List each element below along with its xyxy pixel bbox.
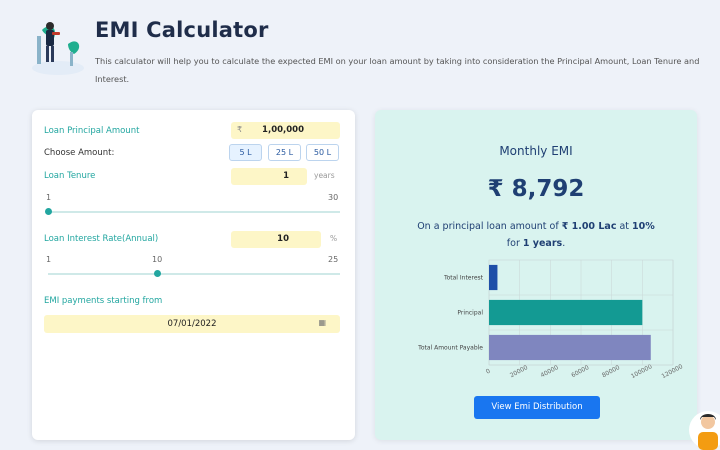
emi-summary-text: On a principal loan amount of ₹ 1.00 Lac… — [395, 218, 677, 252]
page-header: EMI Calculator This calculator will help… — [0, 0, 720, 100]
emi-start-date-input[interactable]: 07/01/2022 ▦ — [44, 315, 340, 333]
principal-amount-value: 1,00,000 — [262, 125, 304, 135]
summary-end: . — [562, 238, 566, 249]
tenure-unit: years — [314, 171, 335, 180]
y-category-label: Total Amount Payable — [417, 345, 483, 352]
x-tick-label: 100000 — [630, 363, 654, 380]
interest-label: Loan Interest Rate(Annual) — [44, 234, 159, 244]
interest-value: 10 — [277, 234, 289, 244]
summary-for: for — [506, 238, 523, 249]
tenure-slider-thumb[interactable] — [44, 208, 52, 215]
x-tick-label: 80000 — [601, 364, 621, 379]
summary-rate: 10% — [632, 221, 655, 232]
view-emi-distribution-button[interactable]: View Emi Distribution — [474, 396, 600, 419]
rupee-symbol: ₹ — [237, 125, 243, 134]
x-tick-label: 60000 — [570, 364, 590, 379]
x-tick-label: 40000 — [540, 364, 560, 379]
interest-slider-track[interactable] — [48, 273, 340, 275]
y-category-label: Principal — [457, 310, 483, 317]
amount-25l-button[interactable]: 25 L — [268, 144, 301, 161]
summary-at: at — [616, 221, 633, 232]
principal-label: Loan Principal Amount — [44, 126, 140, 136]
tenure-min-tick: 1 — [46, 193, 52, 202]
page-title: EMI Calculator — [95, 18, 269, 42]
x-tick-label: 0 — [485, 368, 492, 376]
interest-max-tick: 25 — [328, 255, 339, 264]
loan-input-card — [32, 110, 355, 440]
chart-bar — [489, 299, 643, 326]
interest-input[interactable]: 10 — [231, 231, 321, 248]
chart-bar — [489, 334, 651, 361]
tenure-max-tick: 30 — [328, 193, 339, 202]
emi-distribution-chart: 0 20000 40000 60000 80000 100000 120000 Total I… — [417, 259, 685, 380]
y-category-label: Total Interest — [443, 275, 484, 282]
page-description: This calculator will help you to calcula… — [95, 56, 700, 84]
x-tick-label: 20000 — [509, 364, 529, 379]
tenure-value: 1 — [283, 171, 289, 181]
interest-mid-tick: 10 — [152, 255, 163, 264]
chart-bar — [489, 264, 498, 291]
interest-slider-thumb[interactable] — [154, 270, 161, 277]
choose-amount-label: Choose Amount: — [44, 148, 115, 158]
principal-amount-input[interactable]: ₹ 1,00,000 — [231, 122, 340, 139]
support-avatar-icon[interactable] — [688, 404, 720, 450]
interest-min-tick: 1 — [46, 255, 52, 264]
tenure-input[interactable]: 1 — [231, 168, 307, 185]
amount-5l-button[interactable]: 5 L — [229, 144, 262, 161]
emi-result-card — [375, 110, 697, 440]
summary-prefix: On a principal loan amount of — [417, 221, 562, 232]
interest-unit: % — [330, 234, 338, 243]
monthly-emi-heading: Monthly EMI — [499, 144, 573, 158]
amount-50l-button[interactable]: 50 L — [306, 144, 339, 161]
x-tick-label: 120000 — [661, 363, 685, 380]
summary-principal: ₹ 1.00 Lac — [561, 221, 617, 232]
tenure-slider-track[interactable] — [48, 211, 340, 213]
summary-years: 1 years — [522, 238, 563, 249]
emi-start-label: EMI payments starting from — [44, 296, 163, 306]
calendar-icon[interactable]: ▦ — [318, 318, 326, 327]
person-plants-illustration-icon — [32, 22, 84, 75]
monthly-emi-amount: ₹ 8,792 — [487, 176, 585, 202]
tenure-label: Loan Tenure — [44, 171, 96, 181]
emi-start-date-value: 07/01/2022 — [167, 319, 217, 329]
